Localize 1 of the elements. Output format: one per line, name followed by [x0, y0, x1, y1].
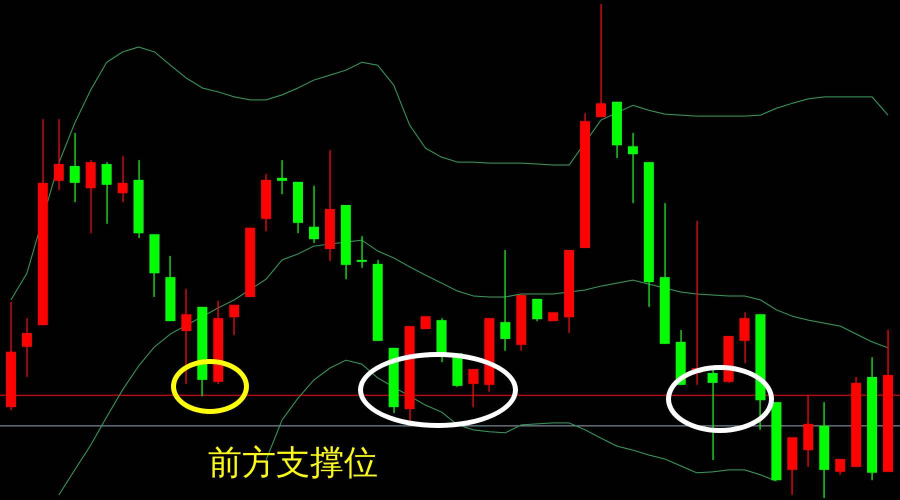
annotation: 前方支撑位: [208, 442, 378, 485]
